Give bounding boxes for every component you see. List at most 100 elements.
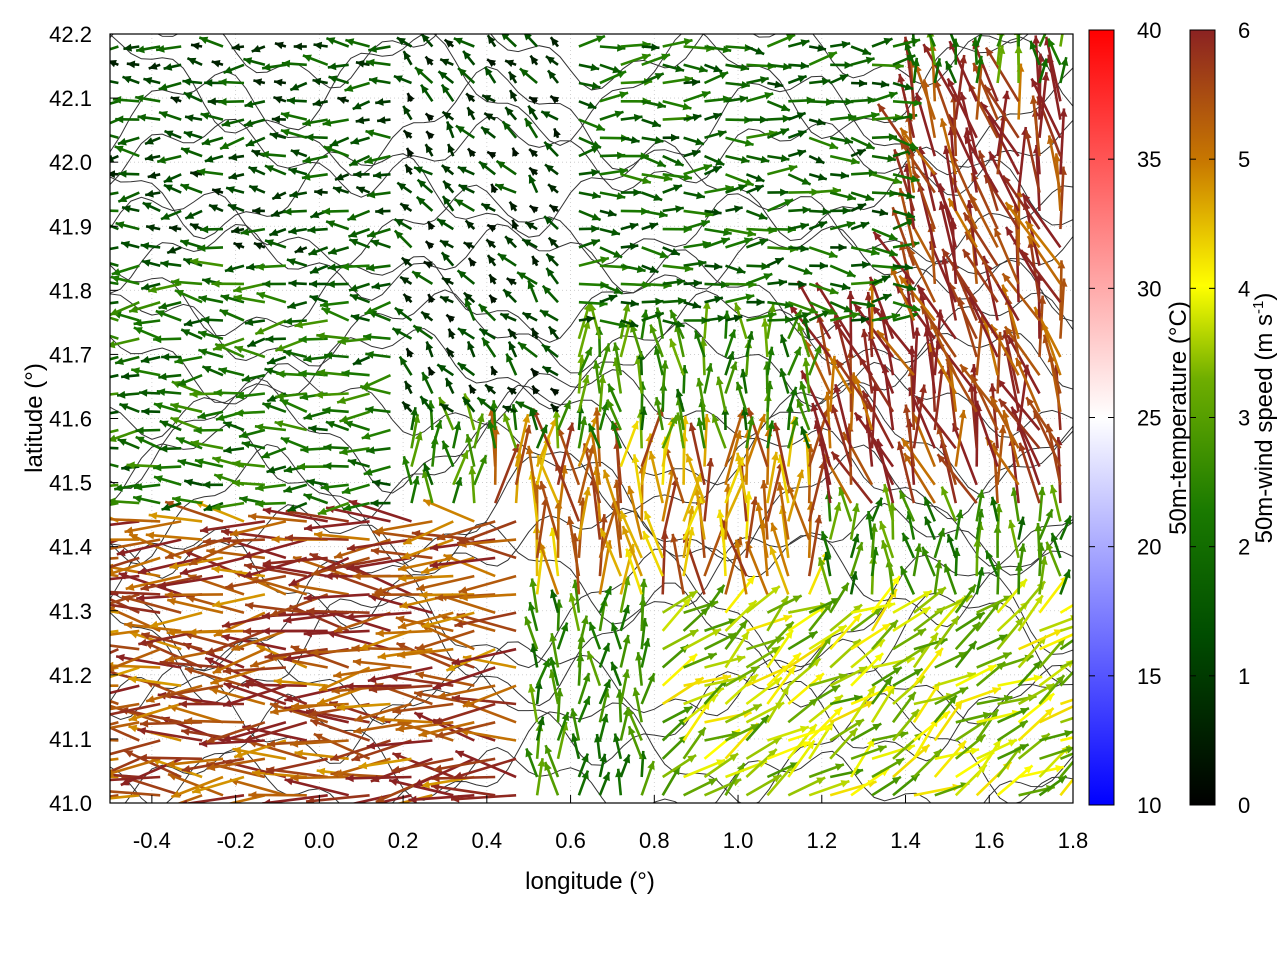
wind-arrow: [996, 616, 1025, 651]
colorbar-tick-label: 2: [1238, 535, 1250, 560]
wind-arrow: [770, 522, 790, 577]
wind-arrow: [1059, 777, 1073, 797]
wind-arrow: [323, 351, 349, 360]
colorbar-tick-label: 1: [1238, 664, 1250, 689]
wind-arrow: [519, 67, 538, 84]
wind-arrow: [189, 257, 224, 267]
wind-arrow: [506, 277, 517, 286]
wind-arrow: [808, 136, 839, 150]
wind-arrow: [366, 446, 391, 455]
wind-arrow: [314, 390, 349, 399]
wind-arrow: [308, 280, 328, 288]
wind-arrow: [809, 207, 831, 216]
wind-arrow: [556, 422, 575, 486]
wind-arrow: [829, 612, 863, 651]
wind-arrow: [912, 327, 921, 394]
wind-arrow: [502, 412, 518, 449]
wind-arrow: [939, 118, 958, 175]
wind-arrow: [578, 224, 600, 233]
wind-arrow: [186, 57, 203, 66]
wind-arrow: [578, 136, 602, 149]
wind-arrow: [118, 402, 140, 414]
wind-arrow: [1039, 730, 1073, 742]
wind-arrow: [144, 153, 161, 162]
wind-arrow: [135, 45, 161, 54]
wind-arrow: [621, 525, 643, 577]
colorbar-tick-label: 3: [1238, 406, 1250, 431]
colorbar-tick-label: 10: [1137, 793, 1161, 818]
wind-arrow: [205, 629, 266, 656]
wind-arrow: [1038, 704, 1073, 724]
wind-arrow: [683, 279, 702, 288]
wind-arrow: [1017, 516, 1026, 540]
wind-arrow: [766, 346, 775, 376]
wind-arrow: [177, 458, 203, 468]
wind-arrow: [933, 57, 942, 84]
wind-arrow: [724, 673, 759, 705]
wind-arrow: [1038, 674, 1066, 705]
wind-arrow: [355, 185, 371, 194]
wind-arrow: [578, 168, 600, 177]
wind-arrow: [541, 343, 559, 359]
wind-arrow: [168, 224, 182, 233]
wind-arrow: [669, 338, 685, 376]
wind-arrow: [934, 686, 969, 706]
wind-arrow: [975, 708, 1000, 742]
wind-arrow: [808, 624, 848, 651]
wind-arrow: [724, 361, 738, 394]
wind-arrow: [190, 42, 203, 50]
wind-arrow: [788, 280, 807, 289]
wind-arrow: [456, 269, 476, 285]
wind-arrow: [530, 643, 539, 668]
wind-arrow: [871, 173, 903, 185]
wind-arrow: [341, 483, 370, 495]
wind-arrow: [160, 209, 182, 221]
wind-arrow: [996, 578, 1028, 614]
wind-arrow: [352, 355, 371, 366]
wind-arrow: [364, 154, 391, 165]
axes: -0.4 -0.2 0.0 0.2 0.4 0.6 0.8 1.0 1.2 1.4 1.6 1.8 41…: [49, 22, 1088, 853]
wind-arrow: [396, 36, 413, 48]
wind-arrow: [1004, 226, 1041, 285]
wind-arrow: [1047, 37, 1062, 66]
wind-arrow: [114, 355, 140, 365]
wind-arrow: [486, 58, 496, 68]
wind-arrow: [810, 402, 832, 467]
wind-arrow: [871, 227, 898, 241]
wind-arrow: [499, 312, 517, 322]
y-tick-label: 41.3: [49, 599, 92, 624]
wind-arrow: [1038, 556, 1048, 595]
wind-arrow: [422, 498, 475, 523]
y-axis-title: latitude (°): [21, 363, 48, 473]
wind-arrow: [766, 629, 794, 669]
wind-arrow: [289, 739, 349, 748]
wind-arrow: [772, 422, 790, 486]
wind-arrow: [578, 238, 601, 249]
wind-arrow: [703, 632, 738, 651]
wind-arrow: [110, 246, 119, 251]
wind-arrow: [180, 183, 203, 194]
wind-arrow: [336, 392, 370, 405]
wind-arrow: [555, 688, 564, 723]
wind-arrow: [308, 246, 329, 256]
wind-arrow: [849, 533, 860, 559]
wind-arrow: [829, 136, 854, 145]
wind-arrow: [397, 611, 454, 630]
wind-arrow: [662, 705, 694, 724]
wind-arrow: [254, 319, 287, 336]
wind-arrow: [577, 374, 590, 413]
wind-arrow: [110, 355, 119, 361]
wind-arrow: [463, 241, 475, 250]
wind-arrow: [746, 115, 769, 124]
wind-arrow: [266, 465, 287, 474]
wind-arrow: [200, 112, 224, 121]
wind-arrow: [170, 416, 203, 432]
wind-arrow: [117, 438, 140, 450]
wind-arrow: [110, 773, 140, 779]
wind-arrow: [112, 96, 140, 104]
wind-arrow: [515, 400, 538, 413]
wind-arrow: [476, 396, 497, 413]
wind-arrow: [202, 480, 223, 489]
wind-arrow: [641, 118, 662, 128]
wind-arrow: [892, 627, 927, 651]
